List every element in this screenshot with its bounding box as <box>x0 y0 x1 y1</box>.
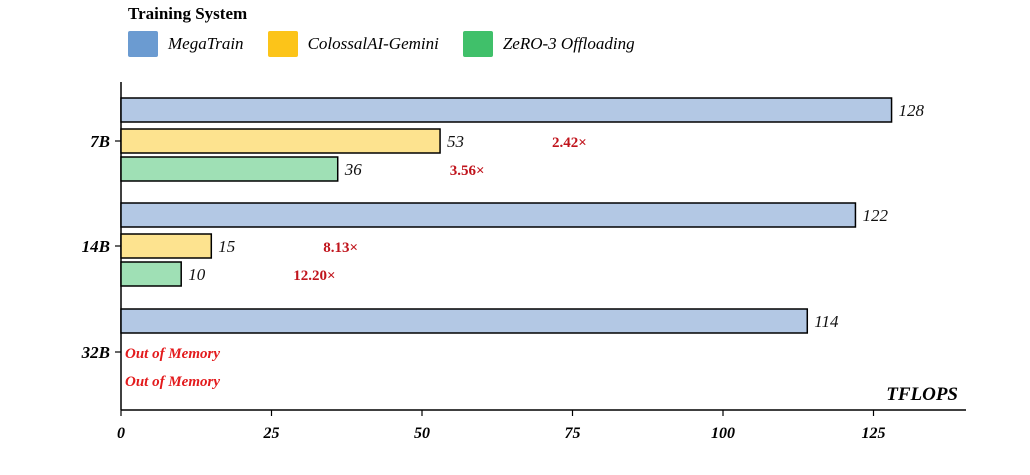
legend-label-megatrain: MegaTrain <box>168 34 244 53</box>
bar-zero-3-offloading-7b <box>120 156 339 182</box>
legend-swatch-zero3 <box>462 31 493 57</box>
bar-megatrain-7b <box>120 97 893 123</box>
x-tick-label-125: 125 <box>862 425 886 442</box>
x-tick-label-50: 50 <box>414 425 430 442</box>
value-label-zero-3-offloading-7b: 36 <box>344 160 363 179</box>
legend-item-zero3: ZeRO-3 Offloading <box>462 31 635 57</box>
y-tick-label-7b: 7B <box>90 132 110 151</box>
speedup-label-zero-3-offloading-14b: 12.20× <box>293 268 335 284</box>
value-label-megatrain-14b: 122 <box>862 206 888 225</box>
value-label-colossalai-gemini-14b: 15 <box>218 237 235 256</box>
value-label-megatrain-32b: 114 <box>814 312 839 331</box>
legend-item-megatrain: MegaTrain <box>128 31 244 57</box>
oom-label-colossalai-gemini-32b: Out of Memory <box>125 346 220 362</box>
value-label-colossalai-gemini-7b: 53 <box>447 132 464 151</box>
value-label-zero-3-offloading-14b: 10 <box>188 265 206 284</box>
bar-megatrain-32b <box>120 308 809 334</box>
legend-item-colossalai: ColossalAI-Gemini <box>267 31 439 57</box>
oom-label-zero-3-offloading-32b: Out of Memory <box>125 374 220 390</box>
x-tick-label-0: 0 <box>117 425 125 442</box>
bar-zero-3-offloading-14b <box>120 261 182 287</box>
speedup-label-colossalai-gemini-7b: 2.42× <box>552 135 587 151</box>
legend-label-colossalai: ColossalAI-Gemini <box>307 34 439 53</box>
legend-title: Training System <box>128 4 248 23</box>
bar-colossalai-gemini-14b <box>120 233 213 259</box>
bar-megatrain-14b <box>120 202 857 228</box>
y-tick-label-14b: 14B <box>82 237 110 256</box>
legend-swatch-megatrain <box>128 31 158 57</box>
x-tick-label-75: 75 <box>565 425 581 442</box>
x-tick-label-25: 25 <box>263 425 280 442</box>
bar-colossalai-gemini-7b <box>120 128 441 154</box>
speedup-label-colossalai-gemini-14b: 8.13× <box>323 240 358 256</box>
legend: MegaTrain ColossalAI-Gemini ZeRO-3 Offlo… <box>128 31 659 57</box>
x-axis-label: TFLOPS <box>886 384 958 405</box>
legend-label-zero3: ZeRO-3 Offloading <box>502 34 635 53</box>
y-tick-label-32b: 32B <box>81 343 110 362</box>
legend-swatch-colossalai <box>267 31 298 57</box>
value-label-megatrain-7b: 128 <box>899 101 925 120</box>
x-tick-label-100: 100 <box>711 425 735 442</box>
speedup-label-zero-3-offloading-7b: 3.56× <box>450 163 485 179</box>
